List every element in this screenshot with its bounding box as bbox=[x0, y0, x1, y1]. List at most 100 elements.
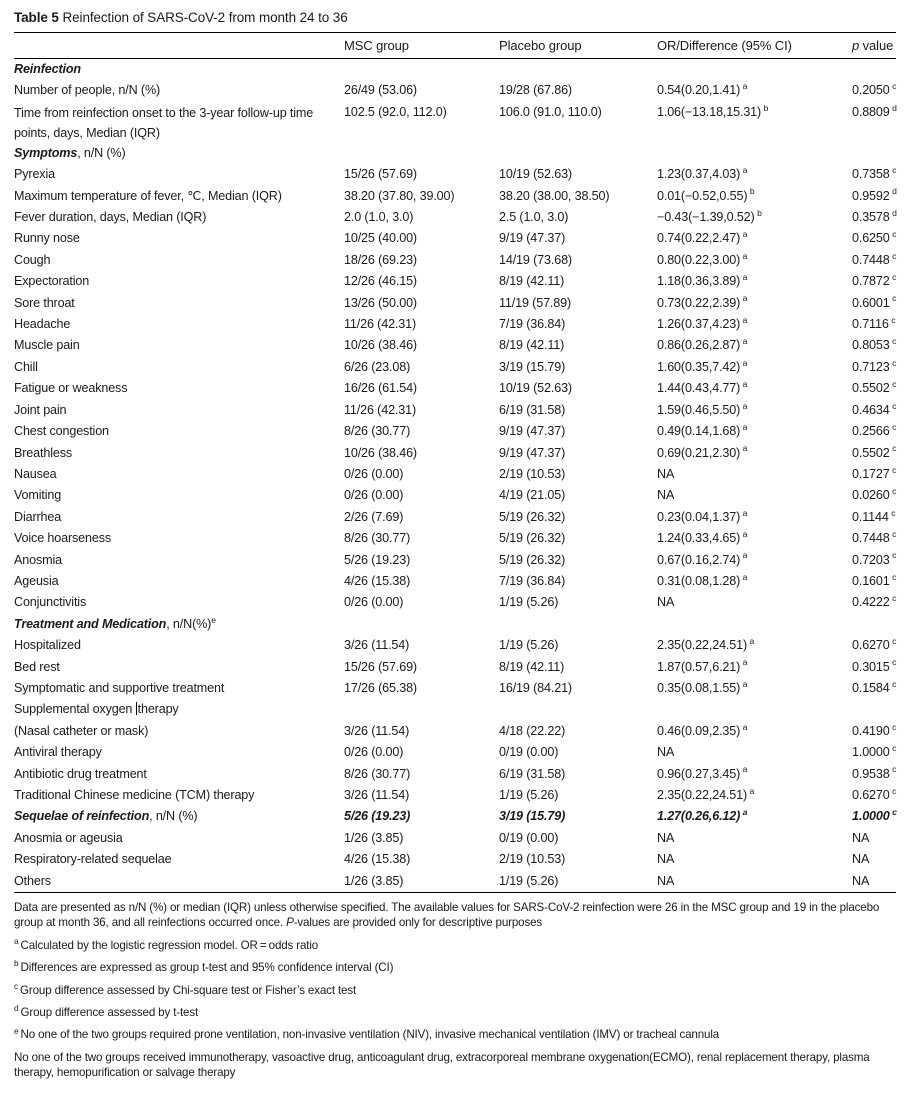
cell-placebo bbox=[499, 614, 657, 635]
row-label: Sore throat bbox=[14, 295, 75, 310]
cell-or-difference: 1.44(0.43,4.77) a bbox=[657, 379, 748, 396]
cell-p-value: 0.9592 d bbox=[852, 186, 897, 203]
cell-p-value: 0.4222 c bbox=[852, 593, 897, 610]
table-row: Headache 11/26 (42.31) 7/19 (36.84) 1.26(0.… bbox=[14, 314, 910, 335]
table-row: Sore throat 13/26 (50.00) 11/19 (57.89) 0.7… bbox=[14, 293, 910, 314]
cell-p-value: 0.6001 c bbox=[852, 293, 897, 310]
cell-msc: 3/26 (11.54) bbox=[344, 723, 410, 738]
cell-or-difference: 0.73(0.22,2.39) a bbox=[657, 293, 748, 310]
cell-msc: 11/26 (42.31) bbox=[344, 402, 417, 417]
cell-msc: 3/26 (11.54) bbox=[344, 788, 410, 802]
cell-placebo: 8/19 (42.11) bbox=[499, 338, 565, 353]
section-label: Treatment and Medication, n/N(%)e bbox=[14, 614, 216, 631]
cell-p-value: 0.7116 c bbox=[852, 314, 896, 332]
cell-msc: 16/26 (61.54) bbox=[344, 381, 417, 396]
footnote-marker: c bbox=[892, 593, 897, 604]
cell-or-difference bbox=[657, 143, 852, 164]
cell-p-value: 0.3015 c bbox=[852, 657, 897, 674]
cell-msc: 8/26 (30.77) bbox=[344, 531, 411, 546]
cell-or-difference: NA bbox=[657, 745, 675, 760]
table-section-row: Symptoms, n/N (%) bbox=[14, 143, 910, 164]
table-row: Others 1/26 (3.85) 1/19 (5.26) NA NA bbox=[14, 871, 910, 892]
footnote-marker: a bbox=[742, 229, 748, 240]
cell-or-difference: NA bbox=[657, 830, 675, 845]
row-label: Voice hoarseness bbox=[14, 531, 112, 546]
footnote-marker: a bbox=[742, 528, 748, 539]
cell-msc: 15/26 (57.69) bbox=[344, 167, 417, 182]
cell-msc: 8/26 (30.77) bbox=[344, 766, 411, 781]
cell-msc: 1/26 (3.85) bbox=[344, 873, 404, 888]
footnote-marker: c bbox=[892, 743, 897, 753]
footnote: e No one of the two groups required prone… bbox=[14, 1025, 720, 1042]
table-row: Anosmia or ageusia 1/26 (3.85) 0/19 (0.00)… bbox=[14, 828, 910, 849]
cell-or-difference: 0.46(0.09,2.35) a bbox=[657, 721, 748, 738]
cell-or-difference bbox=[657, 699, 852, 720]
table-row: Diarrhea 2/26 (7.69) 5/19 (26.32) 0.23(0.04… bbox=[14, 507, 910, 528]
cell-msc: 5/26 (19.23) bbox=[344, 809, 411, 824]
cell-placebo: 0/19 (0.00) bbox=[499, 830, 559, 845]
cell-placebo: 9/19 (47.37) bbox=[499, 231, 566, 246]
cell-placebo: 2.5 (1.0, 3.0) bbox=[499, 210, 569, 225]
row-label: Chest congestion bbox=[14, 424, 109, 439]
table-footnotes: Data are presented as n/N (%) or median … bbox=[14, 893, 898, 1081]
cell-msc: 15/26 (57.69) bbox=[344, 659, 417, 674]
cell-or-difference: NA bbox=[657, 595, 675, 610]
cell-msc: 10/26 (38.46) bbox=[344, 338, 417, 353]
footnote-marker: c bbox=[892, 764, 897, 775]
table-row: Hospitalized 3/26 (11.54) 1/19 (5.26) 2.35(… bbox=[14, 635, 910, 656]
table-row: Supplemental oxygen therapy bbox=[14, 699, 910, 720]
col-header-or: OR/Difference (95% CI) bbox=[657, 38, 792, 53]
cell-or-difference bbox=[657, 59, 852, 80]
cell-msc: 12/26 (46.15) bbox=[344, 274, 417, 289]
footnote-marker: c bbox=[892, 657, 897, 668]
footnote-marker: c bbox=[892, 293, 897, 304]
row-label: Respiratory-related sequelae bbox=[14, 852, 172, 867]
footnote-marker: c bbox=[892, 272, 897, 283]
cell-p-value: 0.2050 c bbox=[852, 81, 897, 98]
footnote-italic: P bbox=[286, 916, 294, 930]
cell-msc: 0/26 (0.00) bbox=[344, 488, 404, 503]
table-row: Expectoration 12/26 (46.15) 8/19 (42.11) 1.… bbox=[14, 271, 910, 292]
cell-or-difference: 1.06(−13.18,15.31) b bbox=[657, 102, 769, 119]
cell-or-difference: −0.43(−1.39,0.52) b bbox=[657, 207, 762, 225]
row-label: Breathless bbox=[14, 445, 73, 460]
table-row: Conjunctivitis 0/26 (0.00) 1/19 (5.26) NA 0.… bbox=[14, 592, 910, 613]
cell-or-difference: 0.86(0.26,2.87) a bbox=[657, 336, 748, 353]
text-cursor-caret bbox=[135, 702, 137, 716]
footnote-marker: c bbox=[892, 165, 897, 176]
rule-top bbox=[14, 32, 896, 33]
table-row: Traditional Chinese medicine (TCM) thera… bbox=[14, 785, 910, 806]
cell-p-value: 0.9538 c bbox=[852, 764, 897, 781]
cell-or-difference: 1.26(0.37,4.23) a bbox=[657, 314, 748, 332]
cell-p-value: NA bbox=[852, 852, 870, 867]
row-label: Anosmia or ageusia bbox=[14, 830, 123, 845]
footnote-marker: c bbox=[892, 379, 897, 390]
cell-placebo bbox=[499, 699, 657, 720]
cell-or-difference: 0.49(0.14,1.68) a bbox=[657, 421, 748, 439]
cell-placebo bbox=[499, 143, 657, 164]
cell-p-value: 1.0000 c bbox=[852, 743, 897, 760]
cell-placebo: 14/19 (73.68) bbox=[499, 252, 572, 267]
footnote-marker: b bbox=[757, 207, 762, 218]
row-label: Vomiting bbox=[14, 488, 62, 503]
cell-or-difference: 0.23(0.04,1.37) a bbox=[657, 507, 748, 524]
section-label: Reinfection bbox=[14, 62, 81, 76]
row-label: Diarrhea bbox=[14, 509, 62, 524]
footnote-marker: c bbox=[892, 464, 897, 475]
reinfection-table: MSC group Placebo group OR/Difference (9… bbox=[14, 33, 910, 58]
cell-placebo: 2/19 (10.53) bbox=[499, 852, 566, 867]
footnote-marker: a bbox=[742, 657, 748, 668]
row-label: Others bbox=[14, 873, 51, 888]
table-row: Anosmia 5/26 (19.23) 5/19 (26.32) 0.67(0.16… bbox=[14, 550, 910, 571]
footnote-marker: c bbox=[891, 314, 896, 325]
cell-msc bbox=[344, 699, 499, 720]
footnote-marker: c bbox=[892, 229, 897, 240]
caption-text: Reinfection of SARS-CoV-2 from month 24 … bbox=[62, 10, 348, 25]
cell-or-difference: 1.60(0.35,7.42) a bbox=[657, 357, 748, 374]
row-label-with-caret: Supplemental oxygen therapy bbox=[14, 702, 179, 717]
row-label: Traditional Chinese medicine (TCM) thera… bbox=[14, 788, 255, 802]
cell-msc: 5/26 (19.23) bbox=[344, 552, 411, 567]
footnote-marker: a bbox=[742, 272, 748, 283]
section-label: Symptoms, n/N (%) bbox=[14, 145, 126, 160]
cell-or-difference: 0.69(0.21,2.30) a bbox=[657, 443, 748, 460]
